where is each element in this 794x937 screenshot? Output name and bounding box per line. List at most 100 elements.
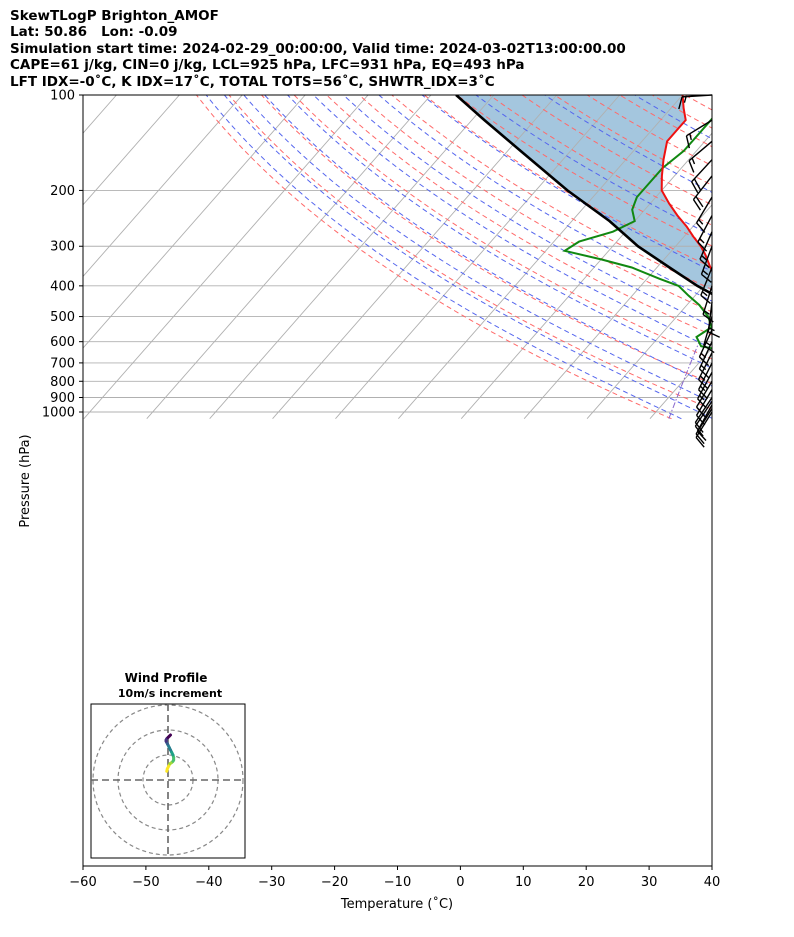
barb-staff [688,140,713,162]
wind-barb [695,196,713,233]
wind-barb [688,140,713,173]
hodograph-title: Wind Profile [125,671,208,685]
barb-feather [698,379,709,389]
index-line: LFT IDX=-0˚C, K IDX=17˚C, TOTAL TOTS=56˚… [10,73,495,90]
location-line: Lat: 50.86 Lon: -0.09 [10,24,178,41]
hodograph-subtitle: 10m/s increment [118,687,222,700]
y-tick-label: 600 [50,335,75,350]
barb-feather [700,364,707,371]
wind-barb [694,400,713,437]
y-axis-label: Pressure (hPa) [18,434,33,527]
y-tick-label: 100 [50,89,75,104]
wind-barb [696,404,713,441]
moist-adiabat [224,95,712,419]
wind-barb [698,329,713,367]
barb-feather [685,135,691,149]
barb-feather [696,222,706,233]
stability-line: CAPE=61 j/kg, CIN=0 j/kg, LCL=925 hPa, L… [10,57,525,74]
barb-feather [701,255,707,261]
cape-area [456,95,712,291]
wind-barb [699,231,713,269]
barb-feather [701,291,708,297]
y-tick-label: 1000 [42,406,75,421]
barb-feather [700,352,707,359]
moist-adiabat [205,95,682,420]
time-line: Simulation start time: 2024-02-29_00:00:… [10,40,626,57]
wind-barb [694,397,713,433]
dry-adiabat [782,95,794,419]
y-tick-label: 700 [50,356,75,371]
barb-feather [695,195,704,208]
cape-fill [456,95,712,291]
isotherm-line [209,95,495,420]
temperature-line [660,95,712,273]
isotherm-line [460,132,712,420]
isotherm-line [713,95,794,419]
moist-adiabat [343,95,712,328]
x-tick-label: −60 [69,875,96,890]
barb-feather [678,96,683,110]
barb-feather [701,273,712,283]
isotherm-line [83,95,306,349]
dry-adiabat [717,95,794,419]
barb-feather [683,96,687,103]
barb-feather [694,422,704,433]
barb-staff [691,159,713,183]
hodograph-segment [167,733,172,738]
moist-adiabat [754,95,794,419]
x-tick-label: −50 [132,875,159,890]
mixing-ratio-line [735,342,762,419]
barb-feather [698,218,704,225]
wind-barb [697,362,713,400]
wind-barb [691,159,713,194]
barb-staff [700,246,713,275]
barb-feather [695,433,705,445]
barb-feather [699,375,706,381]
barb-feather [696,414,706,426]
barb-feather [697,241,708,252]
dry-adiabat [196,95,672,420]
barb-feather [699,237,705,244]
barb-feather [694,425,704,437]
dry-adiabat [293,95,712,360]
x-tick-label: −30 [258,875,285,890]
barb-staff [696,404,713,432]
x-tick-label: 10 [515,875,532,890]
x-tick-label: 0 [456,875,464,890]
isotherm-line [398,95,683,420]
hodograph: Wind Profile 10m/s increment [90,671,246,859]
y-tick-label: 300 [50,240,75,255]
barb-feather [704,340,711,346]
wind-barb [692,175,713,211]
barb-feather [699,258,710,269]
dry-adiabat [456,95,712,247]
wind-barbs [678,94,720,448]
isotherm-line [83,95,243,278]
y-tick-label: 200 [50,184,75,199]
barb-feather [699,385,706,392]
isotherm-line [649,347,712,420]
barb-feather [698,368,710,379]
barb-staff [698,341,713,370]
barb-staff [707,301,713,332]
isotherm-line [146,95,432,420]
moist-adiabat [313,95,712,350]
y-tick-label: 400 [50,279,75,294]
x-tick-label: −10 [384,875,411,890]
barb-staff [694,400,713,427]
barb-feather [699,394,705,401]
barb-staff [695,380,713,408]
y-tick-label: 900 [50,391,75,406]
wind-barb [698,341,713,379]
barb-staff [697,352,713,380]
y-tick-label: 500 [50,310,75,325]
wind-barb [700,267,713,305]
barb-feather [695,436,705,448]
barb-feather [697,398,707,409]
chart-title: SkewTLogP Brighton_AMOF [10,8,219,24]
barb-feather [698,356,710,367]
x-tick-label: 40 [704,875,721,890]
barb-feather [696,406,706,418]
barb-staff [692,175,713,200]
